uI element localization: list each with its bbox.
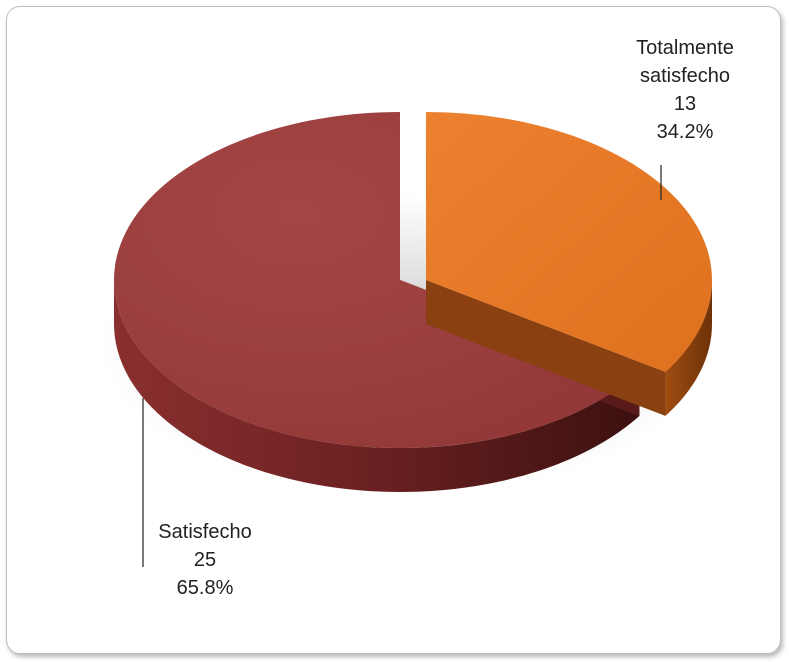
data-label-totalmente-satisfecho: Totalmente satisfecho 13 34.2% [600, 34, 770, 146]
label-value: 13 [673, 93, 697, 115]
pie-slice-satisfecho-side [114, 280, 640, 493]
pie-slice-totalmente-wall [426, 280, 666, 416]
pie-slice-satisfecho [113, 112, 640, 448]
pie-slice-totalmente-side [665, 280, 712, 416]
data-label-satisfecho: Satisfecho 25 65.8% [130, 518, 280, 602]
label-name-line1: Totalmente [636, 37, 734, 59]
label-value: 25 [193, 549, 217, 571]
label-name-line2: satisfecho [639, 65, 731, 87]
label-percent: 65.8% [176, 577, 234, 599]
label-percent: 34.2% [656, 121, 714, 143]
label-name: Satisfecho [158, 521, 252, 543]
pie-slice-totalmente-satisfecho [426, 112, 712, 372]
